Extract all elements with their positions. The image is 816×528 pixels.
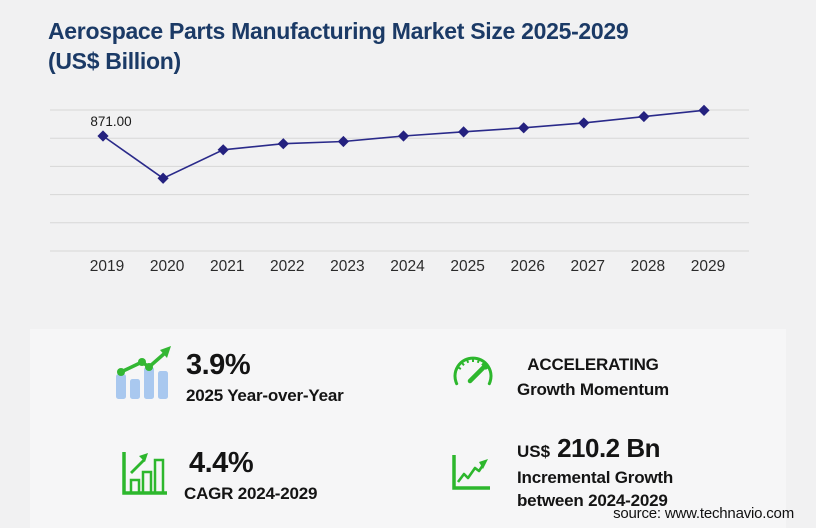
data-point-2023 (337, 135, 349, 148)
stat-yoy: 3.9% 2025 Year-over-Year (186, 349, 344, 407)
x-tick-label: 2019 (90, 258, 124, 275)
market-size-line-chart: 871.00 2019 2020 2021 2022 2023 2024 2025 2026 20… (50, 104, 749, 275)
stat-cagr: 4.4% CAGR 2024-2029 (184, 447, 317, 505)
momentum-line1: ACCELERATING (527, 355, 659, 374)
data-point-2026 (518, 122, 530, 134)
incremental-value: 210.2 Bn (557, 433, 661, 463)
data-point-2024 (397, 130, 410, 142)
x-tick-label: 2027 (571, 258, 605, 275)
x-tick-label: 2023 (330, 258, 364, 275)
page-title-line2: (US$ Billion) (48, 48, 181, 74)
page-title: Aerospace Parts Manufacturing Market Siz… (48, 16, 788, 76)
data-point-2019 (97, 130, 109, 142)
x-tick-label: 2029 (691, 258, 725, 275)
data-point-2029 (698, 104, 710, 116)
x-tick-label: 2025 (450, 258, 484, 275)
data-point-2022 (277, 138, 289, 150)
incremental-currency: US$ (517, 442, 551, 461)
cagr-value: 4.4% (189, 447, 254, 479)
data-label-2019: 871.00 (90, 114, 131, 129)
source-link[interactable]: source: www.technavio.com (613, 505, 794, 522)
series-line (102, 109, 705, 180)
x-tick-label: 2028 (631, 258, 665, 275)
x-tick-label: 2026 (510, 258, 544, 275)
data-point-2028 (638, 110, 650, 123)
stat-momentum: ACCELERATING Growth Momentum (501, 352, 685, 402)
data-point-2021 (217, 144, 229, 156)
data-point-2027 (578, 117, 590, 129)
x-tick-label: 2024 (390, 258, 425, 275)
x-tick-label: 2021 (210, 258, 244, 275)
yoy-value: 3.9% (186, 349, 251, 381)
growth-bars-icon (122, 452, 167, 495)
x-tick-label: 2022 (270, 258, 304, 275)
page-title-line1: Aerospace Parts Manufacturing Market Siz… (48, 18, 629, 44)
data-point-2020 (157, 172, 169, 184)
momentum-line2: Growth Momentum (517, 380, 669, 399)
yoy-label: 2025 Year-over-Year (186, 386, 344, 405)
x-tick-label: 2020 (150, 258, 185, 275)
growth-line-arrow-icon (452, 455, 490, 490)
stat-incremental: US$ 210.2 Bn Incremental Growth between … (517, 434, 673, 512)
bar-chart-trend-icon (116, 346, 171, 399)
gauge-icon (453, 356, 493, 386)
data-point-2025 (458, 126, 470, 138)
incremental-value-row: US$ 210.2 Bn (517, 434, 673, 466)
incremental-label-line1: Incremental Growth (517, 468, 674, 487)
cagr-label: CAGR 2024-2029 (184, 484, 318, 503)
incremental-label-line2: between 2024-2029 (517, 491, 668, 510)
